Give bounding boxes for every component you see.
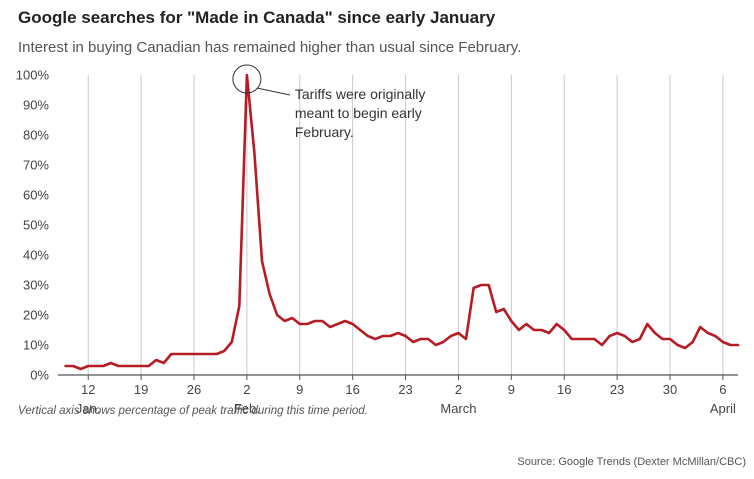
y-tick-label: 20% (23, 308, 49, 323)
y-tick-label: 50% (23, 218, 49, 233)
y-tick-label: 100% (16, 68, 50, 83)
y-tick-label: 70% (23, 158, 49, 173)
x-tick-label: 23 (398, 382, 412, 397)
grid-layer (87, 75, 724, 375)
x-tick-label: 2 (455, 382, 462, 397)
y-tick-label: 90% (23, 98, 49, 113)
y-tick-label: 0% (30, 368, 49, 383)
annotation-leader (256, 87, 290, 96)
x-tick-label: 9 (508, 382, 515, 397)
chart-subtitle: Interest in buying Canadian has remained… (18, 39, 522, 56)
y-tick-label: 10% (23, 338, 49, 353)
annotation-text: February. (295, 124, 354, 140)
annotation-text: Tariffs were originally (295, 86, 425, 102)
x-tick-label: 30 (663, 382, 677, 397)
x-tick-label: 12 (81, 382, 95, 397)
x-tick-label: 16 (557, 382, 571, 397)
chart-title: Google searches for "Made in Canada" sin… (18, 8, 496, 27)
x-tick-label: 26 (187, 382, 201, 397)
y-tick-label: 40% (23, 248, 49, 263)
x-month-label: April (710, 401, 736, 416)
x-month-label: Jan. (76, 401, 101, 416)
x-tick-label: 19 (134, 382, 148, 397)
y-tick-label: 80% (23, 128, 49, 143)
series-layer (64, 73, 740, 371)
y-tick-label: 30% (23, 278, 49, 293)
annotation-layer: Tariffs were originally meant to begin ea… (232, 64, 425, 140)
x-tick-label: 2 (243, 382, 250, 397)
annotation-circle (232, 64, 262, 94)
axis-note: Vertical axis shows percentage of peak t… (18, 405, 368, 417)
axis-layer: 12 Jan. 19 26 2 Feb. 9 16 23 2 March 9 16 23 30 6 April 0… (16, 68, 738, 416)
x-tick-label: 16 (345, 382, 359, 397)
series-line (64, 73, 740, 371)
annotation-text: meant to begin early (295, 105, 422, 121)
x-month-label: Feb. (234, 401, 260, 416)
source-credit: Source: Google Trends (Dexter McMillan/C… (517, 456, 746, 468)
x-tick-label: 6 (719, 382, 726, 397)
x-tick-label: 23 (610, 382, 624, 397)
x-tick-label: 9 (296, 382, 303, 397)
x-month-label: March (440, 401, 476, 416)
y-tick-label: 60% (23, 188, 49, 203)
